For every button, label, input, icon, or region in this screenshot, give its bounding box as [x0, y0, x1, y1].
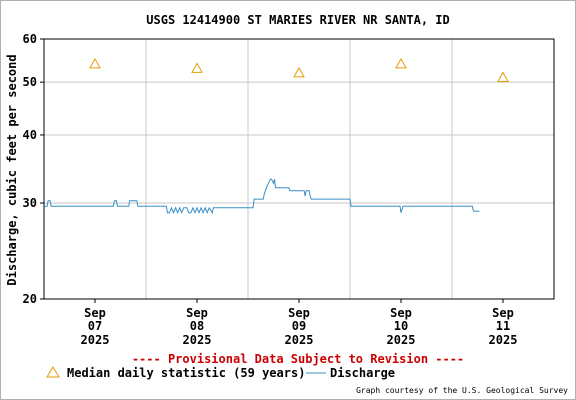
- median-point: [191, 62, 203, 73]
- x-tick-date: 11: [496, 319, 510, 333]
- x-tick-year: 2025: [183, 333, 212, 347]
- y-tick-label: 50: [23, 75, 37, 89]
- y-tick-label: 60: [23, 32, 37, 46]
- x-tick-year: 2025: [81, 333, 110, 347]
- x-tick-date: 08: [190, 319, 204, 333]
- y-tick-label: 30: [23, 196, 37, 210]
- x-tick-date: 09: [292, 319, 306, 333]
- x-tick-date: 10: [394, 319, 408, 333]
- x-tick-year: 2025: [489, 333, 518, 347]
- y-tick-label: 20: [23, 292, 37, 306]
- x-tick-month: Sep: [84, 306, 106, 320]
- median-point: [395, 57, 407, 69]
- x-axis-ticks: Sep072025Sep082025Sep092025Sep102025Sep1…: [81, 299, 518, 347]
- median-point: [89, 57, 101, 69]
- x-tick-month: Sep: [390, 306, 412, 320]
- legend-discharge-label: Discharge: [330, 366, 395, 380]
- credit-text: Graph courtesy of the U.S. Geological Su…: [356, 386, 568, 395]
- y-tick-label: 40: [23, 128, 37, 142]
- legend-median-triangle-icon: [46, 366, 60, 378]
- x-tick-month: Sep: [186, 306, 208, 320]
- chart-title: USGS 12414900 ST MARIES RIVER NR SANTA, …: [146, 13, 449, 27]
- x-tick-month: Sep: [288, 306, 310, 320]
- median-series: [89, 57, 509, 82]
- median-point: [293, 66, 305, 78]
- x-tick-year: 2025: [387, 333, 416, 347]
- discharge-series: [44, 178, 480, 215]
- legend: Median daily statistic (59 years) Discha…: [46, 366, 395, 380]
- median-point: [497, 71, 509, 82]
- x-tick-date: 07: [88, 319, 102, 333]
- discharge-line: [44, 178, 480, 215]
- x-tick-month: Sep: [492, 306, 514, 320]
- y-axis-ticks: 20 30 40 50 60: [23, 32, 44, 306]
- legend-median-label: Median daily statistic (59 years): [67, 366, 305, 380]
- grid-lines: [44, 39, 554, 299]
- x-tick-year: 2025: [285, 333, 314, 347]
- provisional-note: ---- Provisional Data Subject to Revisio…: [132, 352, 464, 366]
- y-axis-label: Discharge, cubic feet per second: [5, 54, 19, 285]
- plot-area: [43, 38, 555, 300]
